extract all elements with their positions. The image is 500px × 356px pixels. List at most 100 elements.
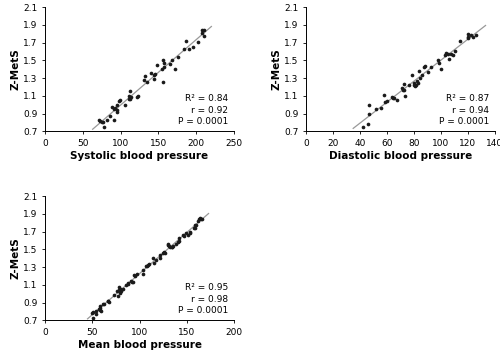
Point <box>139 271 147 277</box>
Point <box>160 249 168 255</box>
Y-axis label: Z-MetS: Z-MetS <box>10 48 20 90</box>
Point <box>188 44 196 50</box>
Point <box>105 299 113 305</box>
Point <box>148 70 156 76</box>
Point <box>442 52 450 57</box>
Point <box>112 108 120 113</box>
Point <box>418 72 426 78</box>
Point <box>92 308 100 314</box>
Point <box>143 80 151 85</box>
Point <box>151 71 159 77</box>
Point <box>110 292 118 298</box>
Point <box>200 33 208 39</box>
Point <box>96 119 104 124</box>
Point <box>159 57 167 63</box>
Point <box>405 83 413 88</box>
Point <box>421 63 429 69</box>
Point <box>464 35 472 40</box>
Point <box>100 124 108 130</box>
Point <box>143 263 151 268</box>
Point <box>130 272 138 278</box>
Point <box>414 80 422 86</box>
Point <box>127 94 135 100</box>
Point <box>394 98 402 103</box>
Point <box>401 94 409 99</box>
Y-axis label: Z-MetS: Z-MetS <box>271 48 281 90</box>
Point <box>134 93 142 99</box>
Point <box>126 96 134 102</box>
Point <box>122 283 130 288</box>
Point <box>156 252 164 258</box>
Y-axis label: Z-MetS: Z-MetS <box>10 237 20 279</box>
Point <box>382 99 390 105</box>
Point <box>114 293 122 299</box>
Point <box>96 305 104 311</box>
Point <box>442 50 450 56</box>
Point <box>110 106 118 112</box>
Point <box>114 98 122 104</box>
Point <box>169 244 177 249</box>
Point <box>416 68 424 73</box>
Point <box>192 222 200 228</box>
Point <box>472 32 480 37</box>
Point <box>150 72 158 78</box>
Point <box>152 257 160 263</box>
Point <box>436 60 444 66</box>
Point <box>116 289 124 295</box>
Point <box>125 93 133 99</box>
Point <box>390 95 398 100</box>
Point <box>117 288 125 294</box>
Point <box>134 271 141 277</box>
Point <box>96 308 104 314</box>
Point <box>380 92 388 98</box>
Point <box>190 226 198 231</box>
Point <box>196 215 204 221</box>
Point <box>90 309 98 315</box>
Point <box>186 230 194 236</box>
Point <box>359 125 367 130</box>
Point <box>452 48 460 54</box>
Point <box>410 80 418 86</box>
Point <box>106 114 114 119</box>
Point <box>172 241 179 247</box>
Point <box>194 218 202 224</box>
Point <box>104 117 112 123</box>
Point <box>416 75 424 81</box>
Text: R² = 0.87
r = 0.94
P = 0.0001: R² = 0.87 r = 0.94 P = 0.0001 <box>439 94 490 126</box>
Point <box>112 105 120 110</box>
Point <box>444 51 452 57</box>
Point <box>365 103 373 108</box>
Point <box>162 250 170 255</box>
Point <box>384 98 392 104</box>
Point <box>108 104 116 109</box>
Point <box>96 307 104 313</box>
Point <box>112 288 120 294</box>
Point <box>445 56 453 62</box>
Point <box>410 83 418 88</box>
Point <box>150 255 158 261</box>
Point <box>184 232 192 237</box>
Point <box>378 105 386 111</box>
Point <box>133 94 141 99</box>
Point <box>104 298 112 304</box>
Point <box>140 267 147 273</box>
Point <box>182 38 190 43</box>
Point <box>140 77 148 83</box>
Point <box>388 94 396 100</box>
Point <box>124 281 132 287</box>
Point <box>104 298 112 304</box>
Point <box>174 239 182 245</box>
Point <box>110 117 118 123</box>
Point <box>124 281 132 286</box>
Point <box>127 278 135 284</box>
Point <box>100 302 108 307</box>
Point <box>116 290 124 295</box>
Point <box>398 85 406 91</box>
Point <box>113 102 121 108</box>
X-axis label: Systolic blood pressure: Systolic blood pressure <box>70 151 208 161</box>
Point <box>168 244 175 250</box>
Point <box>116 286 124 292</box>
Point <box>166 244 174 250</box>
Point <box>456 38 464 44</box>
Point <box>94 117 102 122</box>
